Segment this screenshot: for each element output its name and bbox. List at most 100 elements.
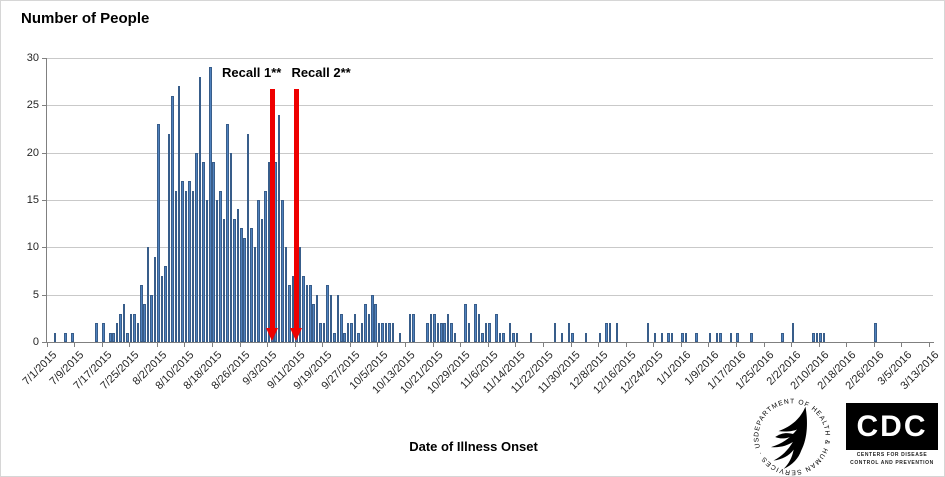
y-axis-tick-label: 15 bbox=[26, 194, 39, 206]
bar bbox=[502, 332, 505, 342]
bar bbox=[377, 323, 381, 342]
bar bbox=[398, 332, 402, 342]
x-tick bbox=[818, 343, 820, 347]
bar bbox=[177, 86, 181, 342]
bar bbox=[288, 285, 291, 342]
bar bbox=[360, 323, 364, 342]
x-tick bbox=[570, 343, 572, 347]
hhs-eagle-head-icon bbox=[775, 433, 795, 439]
bar bbox=[150, 294, 153, 342]
bar bbox=[240, 228, 243, 342]
bar bbox=[388, 323, 391, 342]
bar bbox=[243, 237, 246, 342]
bar bbox=[667, 332, 671, 342]
bar bbox=[226, 124, 229, 342]
x-tick bbox=[184, 343, 186, 347]
y-axis-line bbox=[45, 58, 47, 342]
bar bbox=[815, 332, 819, 342]
x-tick bbox=[267, 343, 269, 347]
bar bbox=[646, 323, 650, 342]
y-gridline bbox=[46, 294, 933, 296]
y-axis-tick-label: 30 bbox=[26, 52, 39, 64]
bar bbox=[112, 332, 115, 342]
x-tick bbox=[432, 343, 434, 347]
bar bbox=[171, 95, 174, 342]
bar bbox=[695, 332, 698, 342]
bar bbox=[498, 332, 502, 342]
bar bbox=[605, 323, 608, 342]
recall-1-annotation: Recall 1** bbox=[222, 65, 282, 80]
bar bbox=[53, 332, 57, 342]
bar bbox=[308, 285, 312, 342]
y-axis-tick-label: 0 bbox=[32, 336, 39, 348]
recall-arrow-1 bbox=[269, 89, 275, 329]
x-tick bbox=[929, 343, 931, 347]
bar bbox=[477, 313, 481, 342]
bar bbox=[474, 304, 477, 342]
x-tick bbox=[515, 343, 517, 347]
bar bbox=[298, 247, 302, 342]
bar bbox=[64, 332, 67, 342]
x-tick bbox=[846, 343, 848, 347]
bar bbox=[653, 332, 657, 342]
bar bbox=[429, 313, 433, 342]
x-axis-title: Date of Illness Onset bbox=[409, 439, 538, 454]
bar bbox=[367, 313, 371, 342]
bar bbox=[484, 323, 488, 342]
bar bbox=[160, 275, 164, 342]
bar bbox=[715, 332, 719, 342]
bar bbox=[143, 304, 147, 342]
bar bbox=[129, 313, 133, 342]
bar bbox=[553, 323, 557, 342]
bar bbox=[277, 114, 281, 342]
x-tick bbox=[211, 343, 213, 347]
y-tick bbox=[41, 58, 46, 59]
bar bbox=[264, 190, 267, 342]
x-tick bbox=[735, 343, 737, 347]
bar bbox=[305, 285, 309, 342]
bar bbox=[660, 332, 664, 342]
x-tick bbox=[377, 343, 379, 347]
recall-arrow-2 bbox=[293, 89, 299, 329]
bar bbox=[515, 332, 519, 342]
x-tick bbox=[873, 343, 875, 347]
bar bbox=[353, 313, 357, 342]
bar bbox=[202, 162, 205, 342]
bar bbox=[222, 218, 226, 342]
bar bbox=[381, 323, 384, 342]
x-tick bbox=[405, 343, 407, 347]
bar bbox=[319, 323, 322, 342]
bar bbox=[260, 218, 264, 342]
y-axis-tick-label: 10 bbox=[26, 241, 39, 254]
bar bbox=[357, 332, 360, 342]
bar bbox=[812, 332, 815, 342]
bar bbox=[157, 124, 160, 342]
bar bbox=[219, 190, 222, 342]
bar bbox=[315, 294, 319, 342]
bar bbox=[336, 294, 340, 342]
hhs-eagle-icon bbox=[771, 406, 807, 469]
bar bbox=[791, 323, 795, 342]
bar bbox=[350, 323, 353, 342]
bar bbox=[750, 332, 753, 342]
bar bbox=[329, 294, 333, 342]
bar bbox=[464, 304, 467, 342]
hhs-seal-icon: DEPARTMENT OF HEALTH & HUMAN SERVICES · … bbox=[747, 390, 829, 476]
bar bbox=[126, 332, 129, 342]
bar bbox=[481, 332, 484, 342]
x-tick bbox=[294, 343, 296, 347]
bar bbox=[443, 323, 446, 342]
bar bbox=[736, 332, 739, 342]
bar bbox=[215, 200, 219, 342]
bar bbox=[164, 266, 167, 342]
bar bbox=[433, 313, 436, 342]
x-tick bbox=[322, 343, 324, 347]
bar bbox=[140, 285, 143, 342]
bar bbox=[495, 313, 498, 342]
bar bbox=[133, 313, 136, 342]
bar bbox=[191, 190, 195, 342]
bar bbox=[598, 332, 602, 342]
cdc-logo: CDC CENTERS FOR DISEASE CONTROL AND PREV… bbox=[846, 403, 938, 466]
bar bbox=[391, 323, 395, 342]
